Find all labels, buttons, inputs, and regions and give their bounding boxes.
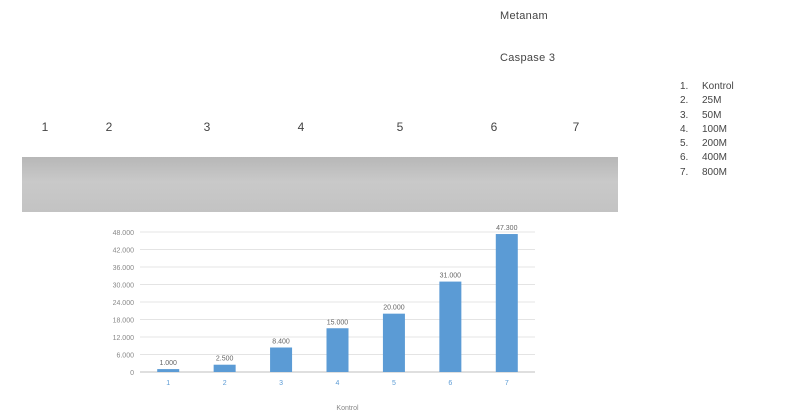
legend-number: 7.: [680, 166, 689, 178]
lane-number: 1: [41, 120, 49, 134]
y-tick-label: 42.000: [113, 248, 135, 255]
bar: [270, 347, 293, 372]
bar: [157, 369, 180, 372]
legend-item: 6. 400M: [680, 151, 734, 165]
x-tick-label: 1: [166, 380, 170, 387]
y-tick-label: 6.000: [116, 353, 134, 360]
x-axis-label: Kontrol: [336, 405, 359, 412]
y-tick-label: 18.000: [113, 318, 135, 325]
x-tick-label: 2: [223, 380, 227, 387]
x-tick-label: 7: [505, 380, 509, 387]
bar: [213, 364, 236, 372]
legend-label: 800M: [702, 166, 728, 178]
blot-band: [528, 176, 612, 190]
data-label: 20.000: [383, 305, 405, 312]
legend-label: 200M: [702, 138, 728, 150]
lane-number: 7: [572, 120, 580, 134]
legend-label: 100M: [702, 123, 728, 135]
x-tick-label: 6: [448, 380, 452, 387]
bar: [326, 328, 349, 372]
x-tick-label: 3: [279, 380, 283, 387]
y-tick-label: 36.000: [113, 265, 135, 272]
legend-number: 1.: [680, 81, 689, 92]
legend-item: 5. 200M: [680, 137, 734, 151]
legend-item: 2. 25M: [680, 94, 734, 108]
bar: [495, 234, 518, 372]
method-label: Metanam: [500, 10, 548, 22]
bar-chart: 0 6.000 12.000 18.000 24.000 30.000 36.000 42.0…: [113, 225, 535, 412]
legend-label: 25M: [702, 95, 722, 107]
x-tick-label: 4: [336, 380, 340, 387]
data-label: 8.400: [272, 339, 290, 346]
legend-label: Kontrol: [702, 81, 734, 92]
lane-number: 5: [396, 120, 404, 134]
lane-number: 6: [490, 120, 498, 134]
legend-number: 3.: [680, 109, 689, 121]
y-tick-label: 30.000: [113, 283, 135, 290]
blot-band: [360, 177, 434, 187]
y-tick-label: 12.000: [113, 335, 135, 342]
data-label: 1.000: [159, 360, 177, 367]
blot-band: [192, 176, 270, 184]
legend-number: 2.: [680, 95, 689, 107]
legend-item: 1. Kontrol: [680, 80, 734, 94]
y-tick-label: 48.000: [113, 230, 135, 237]
lane-number: 2: [105, 120, 113, 134]
legend-number: 4.: [680, 123, 689, 135]
legend-number: 5.: [680, 138, 689, 150]
lane-legend: 1. Kontrol 2. 25M 3. 50M 4. 100M 5. 200M 6. 40…: [680, 80, 734, 180]
x-tick-label: 5: [392, 380, 396, 387]
data-label: 47.300: [496, 225, 518, 232]
legend-label: 50M: [702, 109, 722, 121]
data-label: 2.500: [216, 356, 234, 363]
lane-number: 3: [203, 120, 211, 134]
legend-number: 6.: [680, 152, 689, 164]
y-tick-label: 24.000: [113, 300, 135, 307]
data-label: 31.000: [440, 273, 462, 280]
bar: [439, 281, 462, 372]
blot-band: [440, 177, 532, 189]
target-protein-label: Caspase 3: [500, 52, 556, 64]
blot-band: [280, 175, 348, 184]
legend-label: 400M: [702, 152, 728, 164]
data-label: 15.000: [327, 319, 349, 326]
legend-item: 3. 50M: [680, 109, 734, 123]
blot-band: [122, 177, 156, 183]
y-tick-label: 0: [130, 370, 134, 377]
lane-number: 4: [297, 120, 305, 134]
legend-item: 7. 800M: [680, 166, 734, 180]
bar: [382, 313, 405, 372]
legend-item: 4. 100M: [680, 123, 734, 137]
western-blot-image: [22, 157, 618, 212]
